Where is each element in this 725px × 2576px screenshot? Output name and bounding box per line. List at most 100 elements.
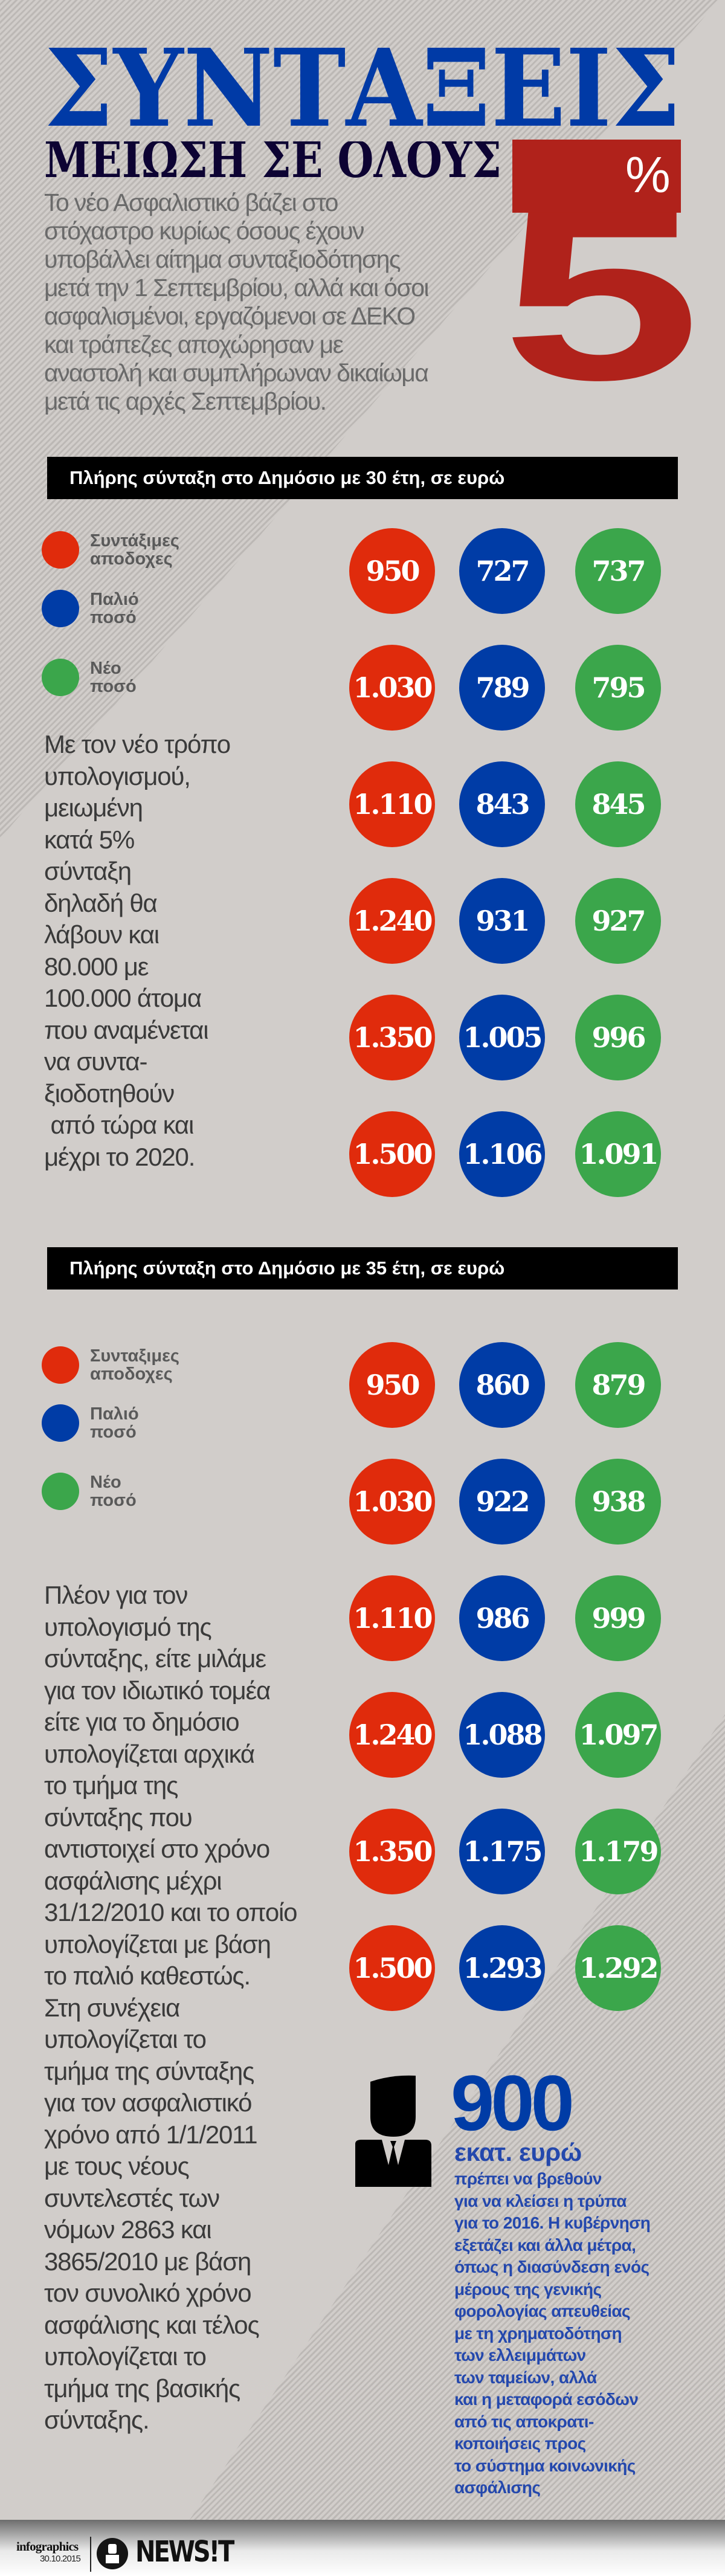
value-circle-green: 927 [575, 878, 661, 964]
callout-line: το σύστημα κοινωνικής [454, 2456, 636, 2475]
value-circle-green: 845 [575, 761, 661, 847]
value-circle-red: 1.030 [349, 1459, 435, 1545]
intro-line: υποβάλλει αίτημα συνταξιοδότησης [44, 245, 401, 273]
text-line: νόμων 2863 και [44, 2215, 212, 2244]
section-text: Με τον νέο τρόπο υπολογισμού, μειωμένη κατά… [44, 729, 231, 1173]
callout-line: και η μεταφορά εσόδων [454, 2390, 639, 2409]
callout-line: ασφάλισης [454, 2478, 541, 2497]
value-circle-blue: 922 [459, 1459, 545, 1545]
value-circle-blue: 1.175 [459, 1809, 545, 1894]
text-line: από τώρα και [44, 1111, 194, 1139]
text-line: συντελεστές των [44, 2183, 220, 2212]
text-line: είτε για το δημόσιο [44, 1708, 240, 1736]
value-circle-blue: 931 [459, 878, 545, 964]
callout-line: με τη χρηματοδότηση [454, 2323, 622, 2343]
value-circle-red: 1.030 [349, 645, 435, 731]
legend-dot-green [42, 659, 79, 696]
callout-line: των ελλειμμάτων [454, 2346, 586, 2365]
text-line: Με τον νέο τρόπο [44, 730, 231, 758]
text-line: Πλέον για τον [44, 1581, 188, 1609]
footer-date: 30.10.2015 [40, 2554, 81, 2564]
legend-label-line2: ποσό [90, 1491, 137, 1510]
legend-dot-blue [42, 1404, 79, 1442]
value-circle-green: 999 [575, 1575, 661, 1661]
callout-line: φορολογίας απευθείας [454, 2302, 631, 2320]
text-line: Στη συνέχεια [44, 1993, 180, 2022]
legend-label-line1: Παλιό [90, 1404, 139, 1424]
text-line: να συντα- [44, 1047, 148, 1076]
legend-label-line1: Νέο [90, 1473, 121, 1492]
value-circle-green: 938 [575, 1459, 661, 1545]
callout-line: πρέπει να βρεθούν [454, 2169, 602, 2188]
text-line: υπολογισμού, [44, 761, 191, 790]
text-line: υπολογίζεται με βάση [44, 1929, 271, 1958]
value-circle-red: 1.110 [349, 761, 435, 847]
section-header: Πλήρης σύνταξη στο Δημόσιο με 35 έτη, σε… [47, 1247, 678, 1290]
text-line: αντιστοιχεί στο χρόνο [44, 1835, 270, 1863]
text-line: 31/12/2010 και το οποίο [44, 1898, 297, 1926]
text-line: για τον ασφαλιστικό [44, 2088, 252, 2117]
value-circle-blue: 1.005 [459, 995, 545, 1080]
legend-label: Παλιό ποσό [90, 1405, 139, 1441]
red-accent-box [512, 140, 681, 213]
intro-line: και τράπεζες αποχώρησαν με [44, 331, 344, 358]
value-circle-blue: 860 [459, 1342, 545, 1428]
text-line: σύνταξη [44, 857, 132, 885]
footer: infographics 30.10.2015 NEWS!T [0, 2520, 725, 2576]
legend-label-line2: ποσό [90, 1422, 137, 1442]
value-circle-red: 1.350 [349, 995, 435, 1080]
text-line: 80.000 με [44, 952, 149, 981]
value-circle-red: 1.500 [349, 1925, 435, 2011]
value-circle-green: 1.097 [575, 1692, 661, 1778]
value-circle-red: 1.240 [349, 878, 435, 964]
value-circle-green: 737 [575, 528, 661, 614]
legend-dot-green [42, 1473, 79, 1510]
legend-dot-red [42, 531, 79, 569]
intro-line: μετά την 1 Σεπτεμβρίου, αλλά και όσοι [44, 274, 430, 302]
value-circle-blue: 986 [459, 1575, 545, 1661]
value-circle-red: 1.240 [349, 1692, 435, 1778]
value-circle-red: 1.350 [349, 1809, 435, 1894]
value-circle-green: 879 [575, 1342, 661, 1428]
value-circle-blue: 789 [459, 645, 545, 731]
section-text: Πλέον για τον υπολογισμό της σύνταξης, είτ… [44, 1580, 297, 2436]
legend-label-line1: Νέο [90, 659, 121, 678]
callout-line: των ταμείων, αλλά [454, 2368, 597, 2387]
intro-line: αναστολή και συμπλήρωναν δικαίωμα [44, 359, 429, 387]
text-line: υπολογίζεται το [44, 2342, 207, 2371]
page-title: ΣΥΝΤΑΞΕΙΣ [44, 48, 681, 126]
text-line: 3865/2010 με βάση [44, 2247, 251, 2276]
value-circle-green: 1.292 [575, 1925, 661, 2011]
legend-label: Νέο ποσό [90, 1473, 137, 1509]
callout-line: για να κλείσει η τρύπα [454, 2191, 627, 2210]
callout-line: από τις αποκρατι- [454, 2412, 594, 2431]
value-circle-red: 950 [349, 528, 435, 614]
text-line: μέχρι το 2020. [44, 1142, 195, 1171]
svg-text:ΣΥΝΤΑΞΕΙΣ: ΣΥΝΤΑΞΕΙΣ [44, 48, 681, 126]
value-circle-green: 996 [575, 995, 661, 1080]
callout-line: για το 2016. Η κυβέρνηση [454, 2213, 651, 2232]
value-circle-red: 950 [349, 1342, 435, 1428]
text-line: δηλαδή θα [44, 888, 158, 917]
text-line: χρόνο από 1/1/2011 [44, 2120, 258, 2149]
value-circle-green: 1.179 [575, 1809, 661, 1894]
text-line: τμήμα της σύνταξης [44, 2056, 254, 2085]
value-circle-red: 1.110 [349, 1575, 435, 1661]
svg-text:ΜΕΙΩΣΗ ΣΕ ΟΛΟΥΣ: ΜΕΙΩΣΗ ΣΕ ΟΛΟΥΣ [44, 141, 501, 178]
text-line: με τους νέους [44, 2152, 190, 2180]
intro-line: ασφαλισμένοι, εργαζόμενοι σε ΔΕΚΟ [44, 302, 416, 330]
text-line: που αναμένεται [44, 1015, 209, 1044]
callout-line: κοποιήσεις προς [454, 2434, 586, 2453]
legend-label-line2: αποδοχες [90, 1364, 173, 1384]
value-circle-green: 1.091 [575, 1111, 661, 1197]
text-line: σύνταξης. [44, 2406, 150, 2434]
svg-text:%: % [625, 146, 671, 196]
businessman-icon [355, 2075, 431, 2187]
text-line: τμήμα της βασικής [44, 2374, 240, 2403]
footer-label: infographics [16, 2539, 79, 2554]
legend-label: Συντάξιμες αποδοχες [90, 532, 179, 568]
text-line: το τμήμα της [44, 1771, 178, 1800]
legend-label-line2: ποσό [90, 608, 137, 627]
text-line: κατά 5% [44, 825, 135, 854]
intro-paragraph: Το νέο Ασφαλιστικό βάζει στο στόχαστρο κυ… [44, 189, 430, 416]
